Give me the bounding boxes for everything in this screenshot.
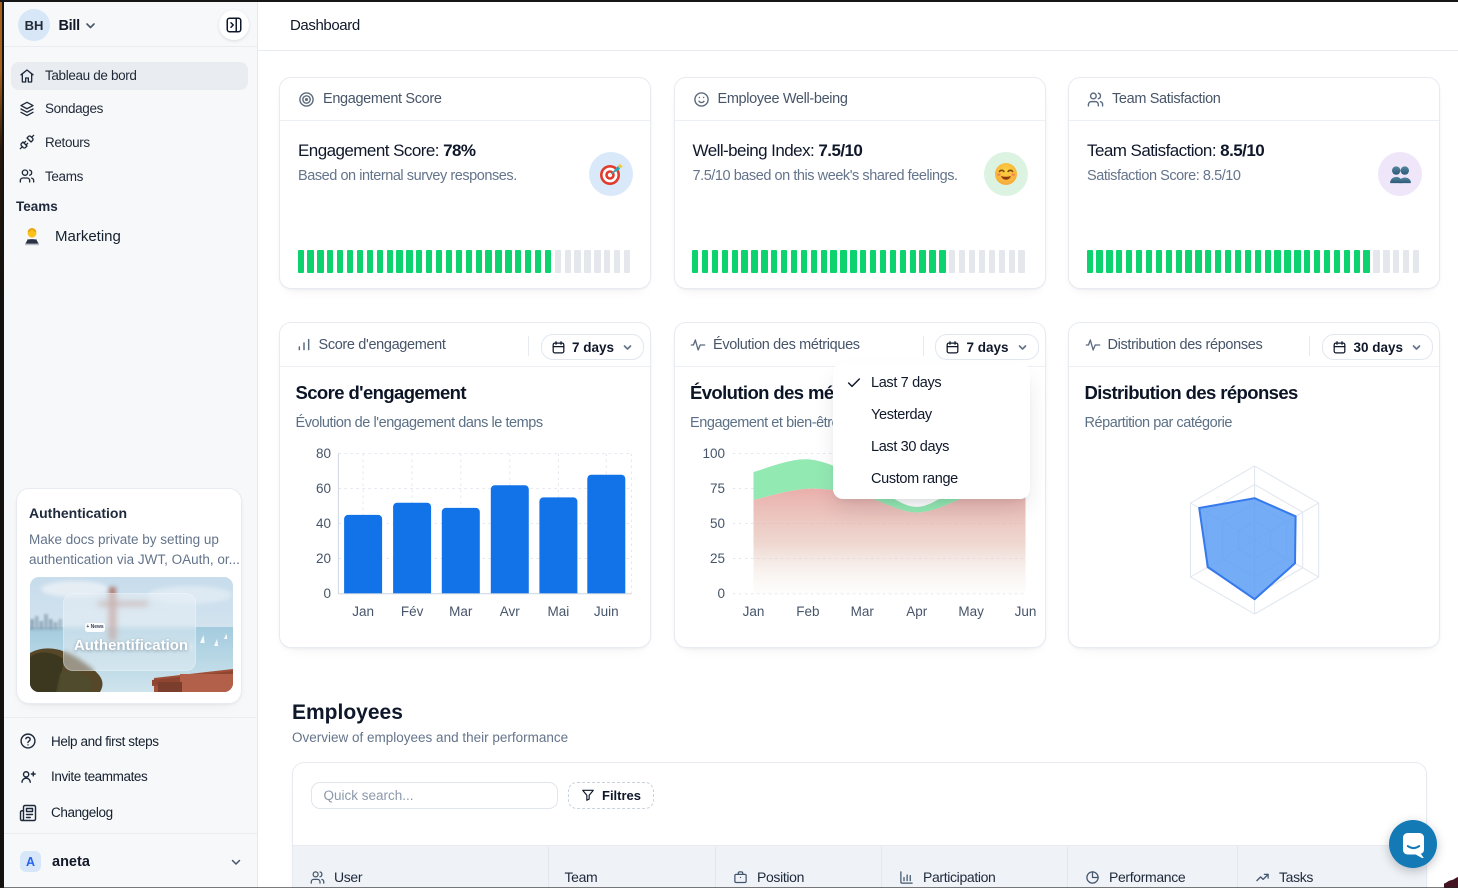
svg-text:25: 25: [709, 551, 724, 566]
svg-text:May: May: [958, 604, 984, 619]
svg-text:Fév: Fév: [401, 604, 424, 619]
svg-text:Apr: Apr: [906, 604, 928, 619]
svg-text:Jan: Jan: [742, 604, 764, 619]
svg-text:20: 20: [316, 551, 331, 566]
svg-text:Jan: Jan: [352, 604, 374, 619]
svg-text:100: 100: [702, 446, 725, 461]
svg-text:0: 0: [323, 586, 331, 601]
svg-text:Avr: Avr: [500, 604, 521, 619]
svg-text:80: 80: [316, 446, 331, 461]
svg-text:Jun: Jun: [1014, 604, 1036, 619]
svg-text:Mai: Mai: [548, 604, 570, 619]
svg-text:Mar: Mar: [449, 604, 473, 619]
svg-text:Juin: Juin: [594, 604, 619, 619]
svg-text:40: 40: [316, 516, 331, 531]
svg-text:Mar: Mar: [850, 604, 874, 619]
svg-text:Feb: Feb: [796, 604, 819, 619]
svg-text:75: 75: [709, 481, 724, 496]
svg-text:50: 50: [709, 516, 724, 531]
svg-text:60: 60: [316, 481, 331, 496]
svg-text:0: 0: [717, 586, 725, 601]
